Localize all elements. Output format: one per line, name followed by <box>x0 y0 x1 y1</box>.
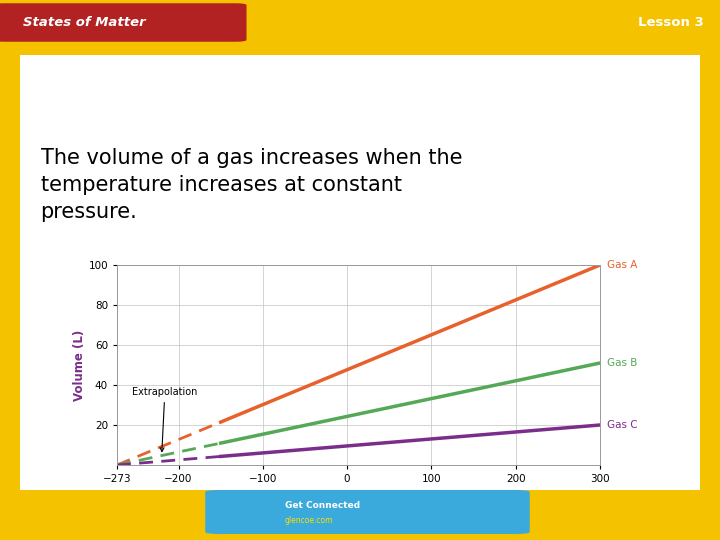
Text: Temperature v. Volume for a Fixed Amount of Gas: Temperature v. Volume for a Fixed Amount… <box>210 233 521 242</box>
FancyBboxPatch shape <box>205 490 530 534</box>
Text: Gas A: Gas A <box>607 260 637 270</box>
X-axis label: Temperature (C°): Temperature (C°) <box>302 490 415 503</box>
Y-axis label: Volume (L): Volume (L) <box>73 329 86 401</box>
Text: Extrapolation: Extrapolation <box>132 387 197 451</box>
FancyBboxPatch shape <box>17 53 703 492</box>
Text: Gas C: Gas C <box>607 420 637 430</box>
FancyBboxPatch shape <box>0 3 246 42</box>
Text: glencoe.com: glencoe.com <box>285 516 333 525</box>
Text: Lesson 3: Lesson 3 <box>638 16 703 29</box>
Text: Gas B: Gas B <box>607 358 637 368</box>
Text: Get Connected: Get Connected <box>285 502 360 510</box>
Text: at Constant Pressure: at Constant Pressure <box>299 252 431 261</box>
Text: States of Matter: States of Matter <box>23 16 146 29</box>
Text: The volume of a gas increases when the
temperature increases at constant
pressur: The volume of a gas increases when the t… <box>40 147 462 222</box>
